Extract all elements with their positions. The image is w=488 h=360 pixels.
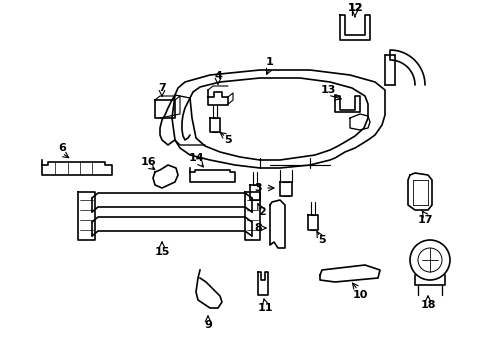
Text: 12: 12 <box>346 3 362 13</box>
Text: 11: 11 <box>257 303 272 313</box>
Text: 12: 12 <box>346 3 362 13</box>
Polygon shape <box>153 165 178 188</box>
Polygon shape <box>407 173 431 210</box>
Text: 5: 5 <box>318 235 325 245</box>
Polygon shape <box>155 100 175 118</box>
Text: 2: 2 <box>258 207 265 217</box>
Polygon shape <box>280 182 291 196</box>
Text: 8: 8 <box>254 223 262 233</box>
Polygon shape <box>78 192 95 240</box>
Polygon shape <box>334 95 359 112</box>
Polygon shape <box>269 200 285 248</box>
Polygon shape <box>207 90 227 105</box>
Text: 15: 15 <box>154 247 169 257</box>
Text: 17: 17 <box>416 215 432 225</box>
Polygon shape <box>339 15 369 40</box>
Polygon shape <box>258 272 267 295</box>
Text: 14: 14 <box>188 153 203 163</box>
Text: 1: 1 <box>265 57 273 67</box>
Text: 6: 6 <box>58 143 66 153</box>
Polygon shape <box>42 160 112 175</box>
Text: 3: 3 <box>254 183 261 193</box>
Circle shape <box>417 248 441 272</box>
Polygon shape <box>319 265 379 282</box>
Polygon shape <box>190 168 235 182</box>
Text: 7: 7 <box>158 83 165 93</box>
Polygon shape <box>244 192 260 240</box>
Text: 13: 13 <box>320 85 335 95</box>
Text: 4: 4 <box>214 71 222 81</box>
Text: 5: 5 <box>224 135 231 145</box>
Text: 18: 18 <box>419 300 435 310</box>
Text: 9: 9 <box>203 320 211 330</box>
Text: 10: 10 <box>351 290 367 300</box>
Polygon shape <box>196 270 222 308</box>
Polygon shape <box>209 118 220 132</box>
Polygon shape <box>307 215 317 230</box>
Polygon shape <box>249 185 260 200</box>
Text: 16: 16 <box>140 157 156 167</box>
Circle shape <box>409 240 449 280</box>
